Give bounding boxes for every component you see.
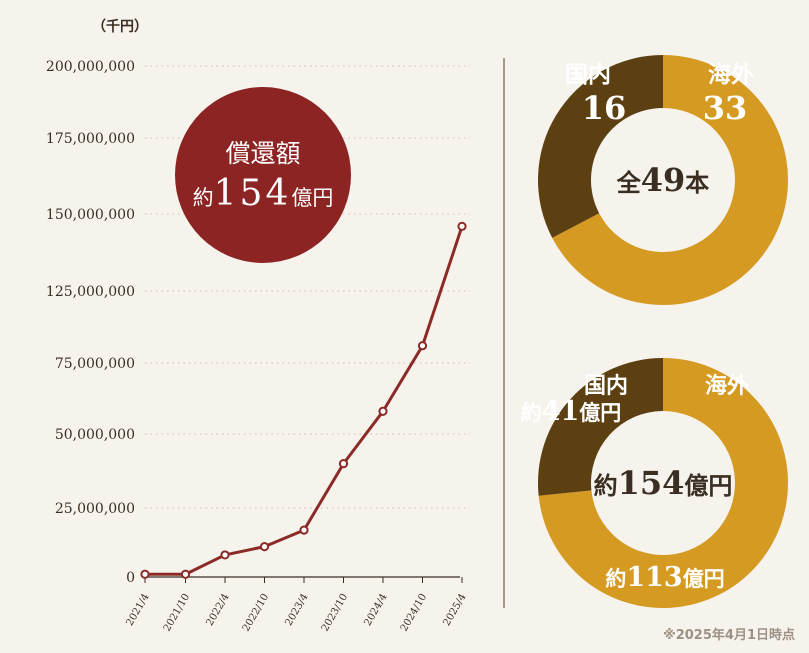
y-tick-label: 175,000,000 xyxy=(46,131,135,147)
slice-label-overseas: 海外 xyxy=(705,373,749,399)
badge-title: 償還額 xyxy=(225,139,300,168)
donut-slice-domestic xyxy=(538,55,663,238)
series-point xyxy=(220,550,230,560)
series-point xyxy=(417,341,428,351)
series-point xyxy=(140,569,150,579)
series-point xyxy=(378,406,388,416)
donut-center-text: 全49本 xyxy=(616,161,710,199)
donut-slice-overseas xyxy=(538,358,788,608)
badge-amount: 約154億円 xyxy=(193,173,334,214)
y-tick-label: 25,000,000 xyxy=(55,501,135,517)
series-point xyxy=(259,542,270,552)
slice-label-domestic: 国内 xyxy=(584,373,628,399)
slice-value-domestic: 16 xyxy=(582,89,627,127)
slice-label-overseas: 海外 xyxy=(708,61,754,88)
series-point xyxy=(457,221,467,231)
slice-label-domestic: 国内 xyxy=(565,61,611,88)
y-tick-label: 0 xyxy=(126,570,135,586)
x-tick-label: 2023/4 xyxy=(283,592,310,628)
badge-circle xyxy=(175,87,351,263)
y-tick-label: 200,000,000 xyxy=(46,59,135,75)
y-tick-label: 150,000,000 xyxy=(46,207,135,223)
series-point xyxy=(180,569,191,579)
donut-slice-overseas xyxy=(552,55,789,306)
donut-center-text: 約154億円 xyxy=(594,464,733,502)
x-tick-label: 2022/4 xyxy=(204,592,231,628)
series-point xyxy=(338,459,349,469)
donut-slice-domestic xyxy=(538,358,663,496)
x-tick-label: 2025/4 xyxy=(441,592,468,628)
x-tick-label: 2022/10 xyxy=(241,592,271,633)
unit-label: （千円） xyxy=(92,19,148,35)
x-tick-label: 2023/10 xyxy=(320,592,350,633)
y-tick-label: 50,000,000 xyxy=(55,427,135,443)
x-tick-label: 2021/10 xyxy=(162,592,192,633)
slice-value-domestic: 約41億円 xyxy=(521,396,622,427)
y-tick-label: 125,000,000 xyxy=(46,284,135,300)
x-tick-label: 2024/4 xyxy=(362,592,389,628)
series-point xyxy=(299,525,309,535)
x-tick-label: 2024/10 xyxy=(399,592,429,633)
slice-value-overseas: 33 xyxy=(703,89,748,127)
as-of-note: ※2025年4月1日時点 xyxy=(663,628,795,643)
y-tick-label: 75,000,000 xyxy=(55,356,135,372)
series-line xyxy=(145,225,464,576)
x-tick-label: 2021/4 xyxy=(124,592,151,628)
slice-value-overseas: 約113億円 xyxy=(605,562,724,593)
